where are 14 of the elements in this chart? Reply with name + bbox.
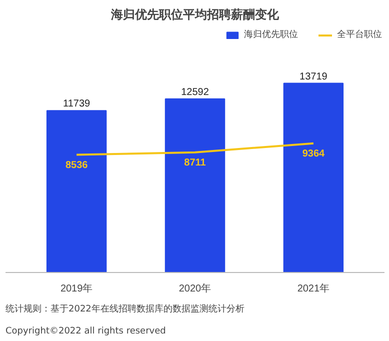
x-tick-label: 2021年 bbox=[297, 282, 330, 294]
data-label: 8536 bbox=[65, 160, 88, 171]
text: 统计规则：基于2022年在线招聘数据库的数据监测统计分析 bbox=[6, 304, 244, 314]
text: Copyright©2022 all rights reserved bbox=[6, 326, 166, 336]
x-tick-label: 2020年 bbox=[178, 282, 212, 294]
legend-label: 全平台职位 bbox=[337, 28, 382, 41]
data-label: 11739 bbox=[63, 98, 91, 110]
x-tick-label: 2019年 bbox=[60, 282, 93, 294]
data-label: 8711 bbox=[184, 157, 206, 168]
data-label: 12592 bbox=[181, 86, 210, 98]
legend-label: 海归优先职位 bbox=[244, 28, 298, 41]
data-label: 13719 bbox=[300, 71, 328, 82]
data-label: 9364 bbox=[302, 148, 325, 160]
chart-title: 海归优先职位平均招聘薪酬变化 bbox=[110, 8, 280, 22]
